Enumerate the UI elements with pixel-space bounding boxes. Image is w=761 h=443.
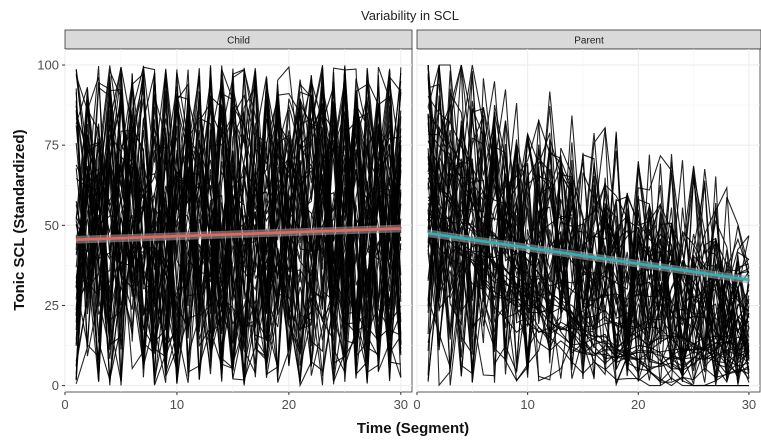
y-tick-label: 75 [45, 138, 59, 153]
x-ticks-parent: 0 10 20 30 [413, 392, 756, 412]
trajectory-line [427, 109, 750, 383]
x-tick-label: 10 [520, 397, 534, 412]
x-axis-title: Time (Segment) [357, 420, 469, 437]
trajectory-line [75, 65, 402, 383]
x-tick-label: 0 [413, 397, 420, 412]
x-tick-label: 20 [631, 397, 645, 412]
trajectory-line [75, 71, 402, 377]
trajectory-line [427, 70, 750, 382]
y-tick-label: 0 [52, 378, 59, 393]
trajectory-line [75, 68, 402, 366]
trajectory-line [427, 168, 750, 382]
trajectory-line [75, 106, 402, 364]
y-ticks: 0 25 50 75 100 [37, 58, 65, 393]
trajectory-line [427, 140, 750, 371]
trend-line [427, 232, 750, 282]
strip-label-parent: Parent [574, 36, 604, 47]
x-ticks-child: 0 10 20 30 [61, 392, 408, 412]
trajectory-line [427, 83, 750, 387]
panel-parent: Parent 0 10 20 30 [413, 29, 761, 412]
trend-parent [427, 229, 750, 284]
lines-child [75, 64, 402, 388]
trend-line [76, 227, 401, 242]
trajectory-line [427, 125, 750, 377]
x-tick-label: 30 [742, 397, 756, 412]
strip-label-child: Child [227, 36, 250, 47]
trajectory-line [75, 68, 402, 383]
x-tick-label: 20 [282, 397, 296, 412]
trajectory-line [427, 64, 750, 383]
trajectory-line [75, 95, 402, 382]
y-tick-label: 100 [37, 58, 59, 73]
trajectory-line [75, 68, 402, 388]
y-tick-label: 25 [45, 298, 59, 313]
trajectory-line [75, 72, 402, 382]
trajectory-line [427, 64, 750, 376]
trajectory-line [75, 74, 402, 361]
panel-child: Child 0 10 20 30 [61, 29, 413, 412]
x-tick-label: 10 [170, 397, 184, 412]
trajectory-line [75, 65, 402, 384]
y-axis-title: Tonic SCL (Standardized) [11, 129, 28, 310]
trajectory-line [427, 115, 750, 374]
trajectory-line [75, 74, 402, 381]
y-tick-label: 50 [45, 218, 59, 233]
trajectory-line [427, 196, 750, 387]
trajectory-line [427, 114, 750, 383]
trend-child [76, 224, 401, 244]
chart-title: Variability in SCL [361, 8, 459, 23]
x-tick-label: 30 [394, 397, 408, 412]
x-tick-label: 0 [61, 397, 68, 412]
